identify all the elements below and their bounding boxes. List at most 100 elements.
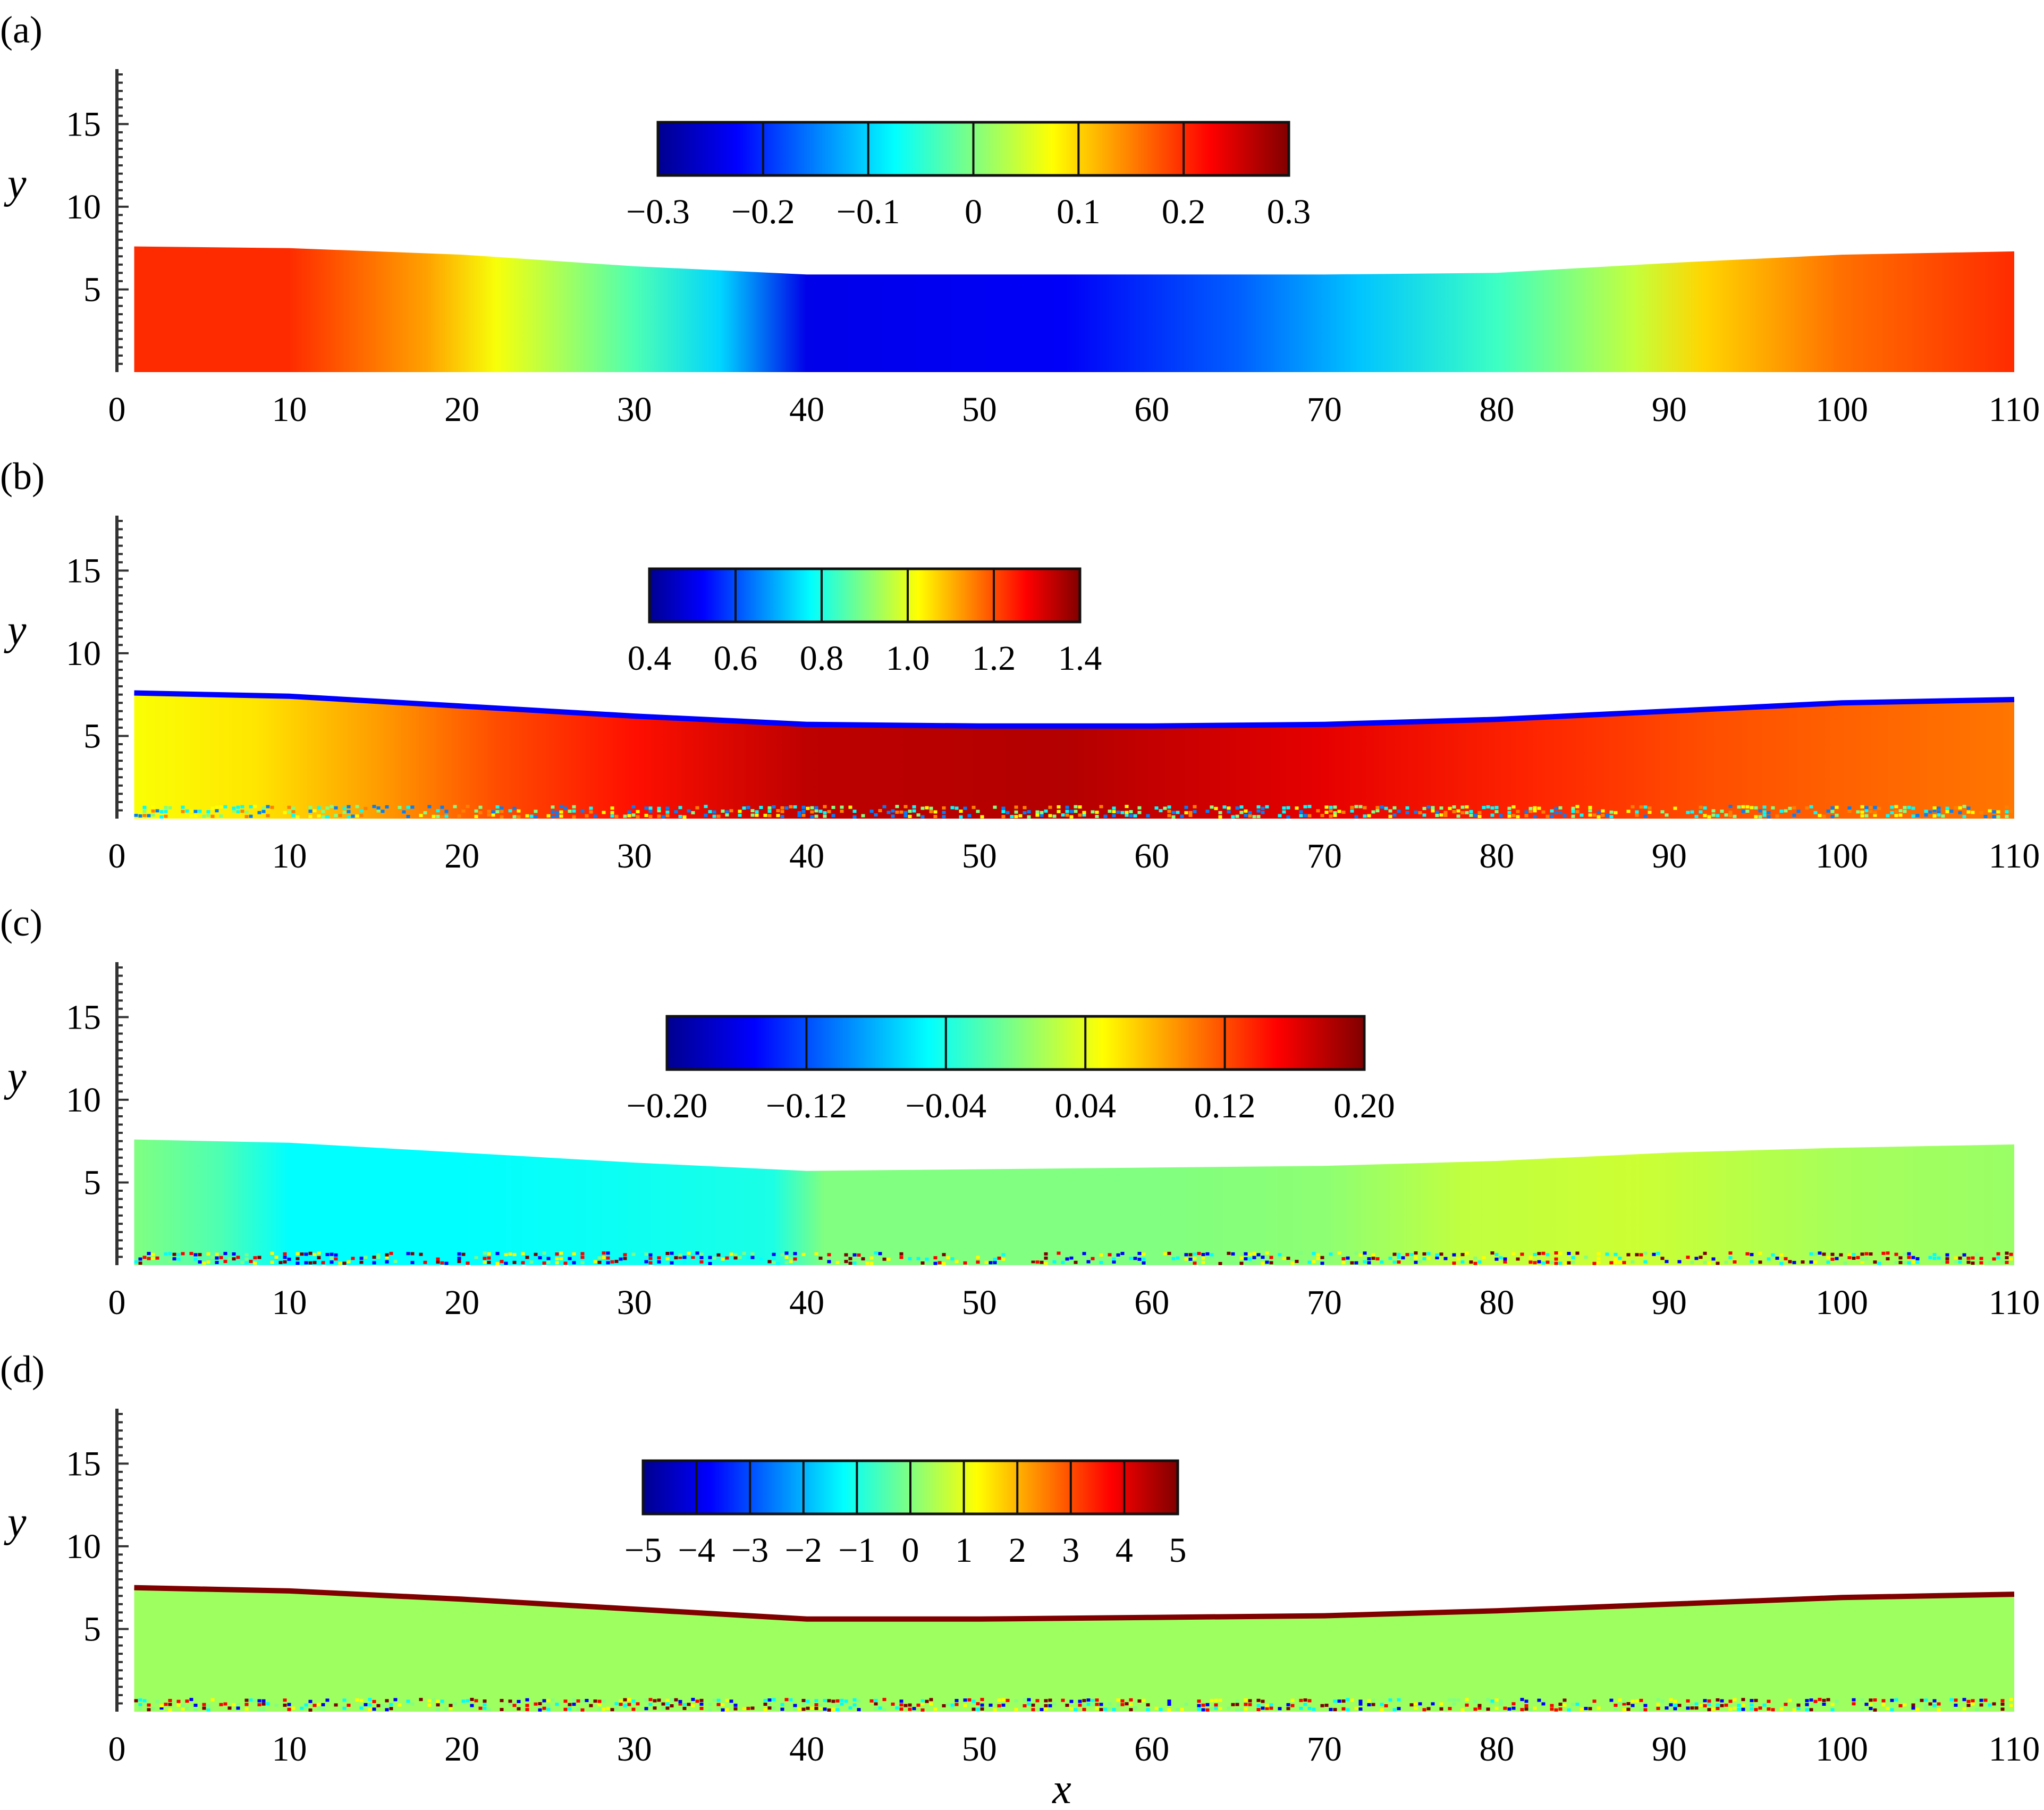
x-tick-label: 10 xyxy=(272,390,307,429)
y-tick-label: 10 xyxy=(66,1081,101,1119)
water-field xyxy=(134,693,2014,819)
y-tick-label: 5 xyxy=(83,1610,101,1648)
x-tick-label: 50 xyxy=(962,1730,997,1769)
x-tick-label: 50 xyxy=(962,1283,997,1322)
x-tick-label: 20 xyxy=(444,837,479,875)
colorbar: 0.4 0.6 0.8 1.0 1.2 1.4 xyxy=(628,567,1102,678)
y-tick-label: 10 xyxy=(66,188,101,226)
y-tick-label: 5 xyxy=(83,717,101,755)
x-tick-label: 70 xyxy=(1307,1283,1342,1322)
y-tick-labels: 5 10 15 xyxy=(66,1444,101,1648)
panel-label: (d) xyxy=(0,1348,45,1391)
x-tick-labels: 0 10 20 30 40 50 60 70 80 90 100 110 xyxy=(108,390,2040,429)
colorbar-tick-label: 2 xyxy=(1009,1531,1026,1570)
colorbar-tick-label: −0.3 xyxy=(626,192,690,231)
axis-ticks xyxy=(115,1409,129,1712)
x-tick-label: 110 xyxy=(1989,1730,2040,1769)
water-field xyxy=(134,1587,2014,1712)
x-tick-label: 20 xyxy=(444,1283,479,1322)
colorbar-tick-label: 0.8 xyxy=(800,639,844,678)
x-tick-label: 30 xyxy=(617,1730,652,1769)
colorbar-gradient xyxy=(665,1015,1366,1071)
x-tick-label: 0 xyxy=(108,1730,126,1769)
heatmap-plot xyxy=(134,246,2014,372)
y-tick-label: 10 xyxy=(66,1527,101,1566)
x-tick-label: 110 xyxy=(1989,1283,2040,1322)
colorbar-tick-label: −3 xyxy=(731,1531,768,1570)
colorbar-tick-label: 0.20 xyxy=(1333,1087,1395,1125)
y-tick-labels: 5 10 15 xyxy=(66,551,101,755)
x-tick-label: 40 xyxy=(789,1283,824,1322)
y-tick-label: 15 xyxy=(66,551,101,590)
colorbar-tick-label: −2 xyxy=(785,1531,822,1570)
bed-noise-band xyxy=(134,805,2013,819)
heatmap-plot xyxy=(134,1585,2015,1712)
x-tick-label: 40 xyxy=(789,390,824,429)
x-tick-label: 20 xyxy=(444,1730,479,1769)
x-tick-label: 10 xyxy=(272,837,307,875)
x-tick-labels: 0 10 20 30 40 50 60 70 80 90 100 110 xyxy=(108,1730,2040,1769)
colorbar-tick-label: 0.04 xyxy=(1054,1087,1116,1125)
axis-ticks xyxy=(115,516,129,819)
colorbar-tick-label: 0.4 xyxy=(628,639,672,678)
x-tick-label: 60 xyxy=(1134,1730,1169,1769)
bed-noise-band xyxy=(134,1251,2013,1265)
colorbar-tick-label: −0.12 xyxy=(766,1087,847,1125)
x-tick-label: 50 xyxy=(962,837,997,875)
colorbar-tick-label: 0.6 xyxy=(714,639,758,678)
colorbar-tick-label: 0 xyxy=(965,192,982,231)
x-tick-label: 60 xyxy=(1134,1283,1169,1322)
colorbar-tick-label: −0.2 xyxy=(731,192,795,231)
colorbar-tick-label: 0 xyxy=(902,1531,919,1570)
x-tick-label: 30 xyxy=(617,837,652,875)
panel-label: (a) xyxy=(0,9,43,51)
x-tick-label: 10 xyxy=(272,1730,307,1769)
x-tick-label: 80 xyxy=(1479,1283,1514,1322)
colorbar-tick-label: 1.4 xyxy=(1058,639,1102,678)
heatmap-plot xyxy=(134,1139,2014,1265)
colorbar: −0.20 −0.12 −0.04 0.04 0.12 0.20 xyxy=(627,1015,1395,1125)
x-tick-label: 0 xyxy=(108,1283,126,1322)
x-tick-label: 80 xyxy=(1479,837,1514,875)
colorbar-tick-label: −1 xyxy=(838,1531,875,1570)
x-tick-label: 40 xyxy=(789,837,824,875)
x-tick-label: 110 xyxy=(1989,837,2040,875)
x-tick-label: 70 xyxy=(1307,390,1342,429)
x-tick-label: 40 xyxy=(789,1730,824,1769)
x-tick-label: 100 xyxy=(1815,1730,1868,1769)
x-tick-label: 10 xyxy=(272,1283,307,1322)
colorbar-tick-label: 0.2 xyxy=(1162,192,1206,231)
x-tick-label: 100 xyxy=(1815,837,1868,875)
y-tick-label: 15 xyxy=(66,105,101,144)
x-tick-label: 0 xyxy=(108,837,126,875)
y-axis-label: y xyxy=(4,607,27,654)
panel-b: (b) 0 10 20 30 40 50 60 70 80 90 100 110 5 10 15 y 0.… xyxy=(0,455,2040,875)
y-tick-label: 10 xyxy=(66,634,101,673)
colorbar-tick-label: −4 xyxy=(678,1531,715,1570)
colorbar-tick-label: 3 xyxy=(1062,1531,1079,1570)
colorbar-tick-label: −0.1 xyxy=(837,192,900,231)
y-axis-label: y xyxy=(4,1499,27,1546)
y-tick-labels: 5 10 15 xyxy=(66,998,101,1202)
colorbar-tick-label: −0.04 xyxy=(905,1087,986,1125)
y-tick-label: 15 xyxy=(66,1444,101,1483)
x-tick-label: 110 xyxy=(1989,390,2040,429)
x-tick-labels: 0 10 20 30 40 50 60 70 80 90 100 110 xyxy=(108,1283,2040,1322)
x-tick-label: 90 xyxy=(1652,1283,1687,1322)
x-tick-label: 80 xyxy=(1479,1730,1514,1769)
x-tick-label: 90 xyxy=(1652,1730,1687,1769)
colorbar-tick-label: 0.1 xyxy=(1057,192,1101,231)
x-tick-label: 70 xyxy=(1307,1730,1342,1769)
y-axis-label: y xyxy=(4,1054,27,1100)
panel-a: (a) 0 10 20 30 40 50 60 70 80 90 100 110 5 10 15 y −0… xyxy=(0,9,2040,429)
colorbar-tick-label: 4 xyxy=(1116,1531,1133,1570)
x-tick-label: 70 xyxy=(1307,837,1342,875)
axis-ticks xyxy=(115,962,129,1265)
colorbar-tick-label: −5 xyxy=(624,1531,662,1570)
x-tick-label: 60 xyxy=(1134,390,1169,429)
x-tick-label: 0 xyxy=(108,390,126,429)
colorbar-tick-label: 0.12 xyxy=(1194,1087,1256,1125)
water-field xyxy=(134,246,2014,372)
heatmap-plot xyxy=(134,690,2015,819)
